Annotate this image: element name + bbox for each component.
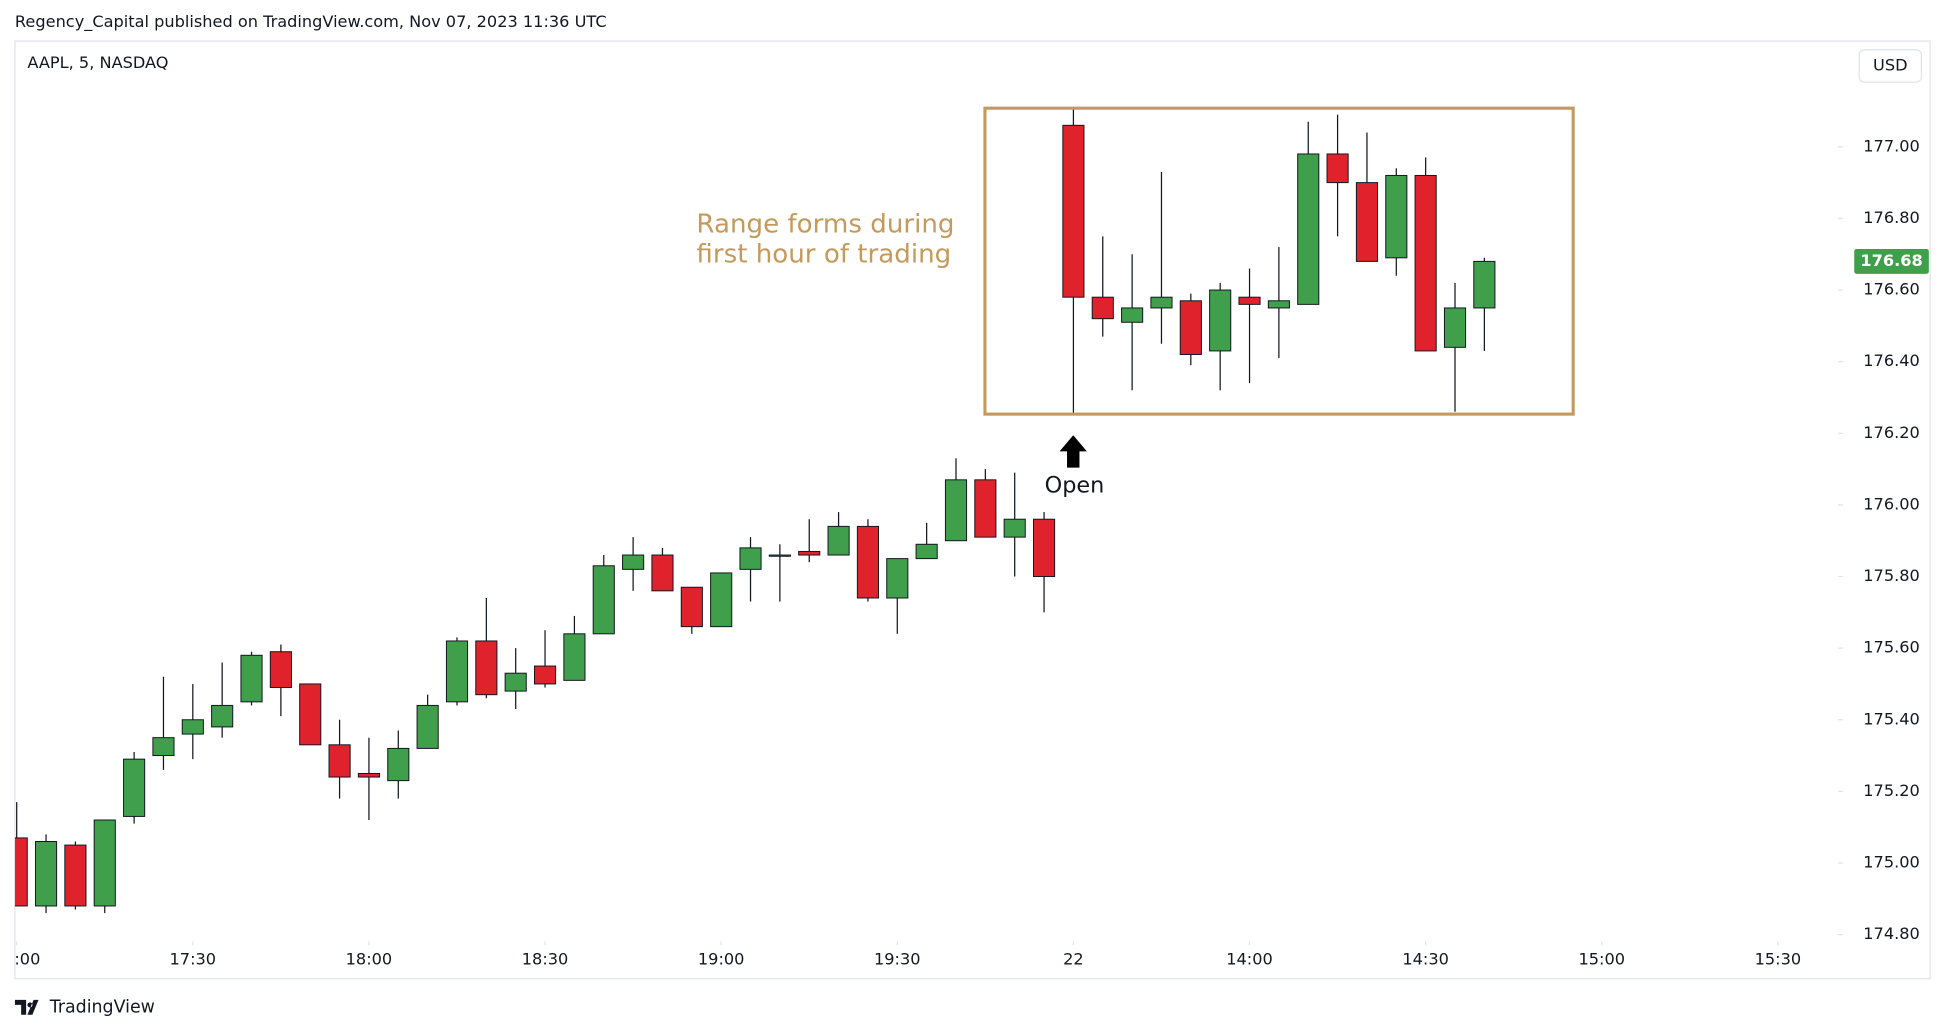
x-tick-label: 14:00: [1226, 950, 1273, 969]
x-tick-label: 19:00: [698, 950, 745, 969]
x-tick-label: 22: [1063, 950, 1084, 969]
candle-body: [1121, 307, 1144, 323]
candle-body: [1267, 300, 1290, 309]
annotation: first hour of trading: [696, 239, 951, 269]
header: Regency_Capital published on TradingView…: [15, 12, 607, 32]
candle-body: [328, 744, 351, 778]
candle-body: [886, 558, 909, 599]
candle-body: [592, 565, 615, 635]
candle-body: [211, 704, 234, 728]
candle-body: [768, 554, 791, 557]
candle-body: [622, 554, 645, 570]
candle-body: [710, 572, 733, 628]
y-tick-label: 175.80: [1863, 566, 1920, 585]
open-label: Open: [1045, 473, 1105, 499]
chart-frame: [14, 40, 1931, 980]
candle-body: [64, 844, 87, 907]
y-tick-label: 174.80: [1863, 924, 1920, 943]
x-tick-label: 15:00: [1578, 950, 1625, 969]
candle-body: [181, 719, 204, 735]
brand: TradingView: [49, 997, 155, 1017]
candle-body: [504, 672, 527, 692]
y-tick-label: 175.60: [1863, 638, 1920, 657]
candle-body: [1297, 153, 1320, 305]
candle-body: [533, 665, 557, 685]
y-tick-label: 176.80: [1863, 208, 1920, 227]
candle-body: [1209, 289, 1232, 352]
currency[interactable]: USD: [1873, 55, 1908, 74]
candle-body: [1385, 174, 1408, 259]
candle-body: [416, 704, 439, 749]
candle-body: [387, 747, 410, 782]
x-tick-label: 18:30: [522, 950, 569, 969]
candle-body: [1032, 518, 1056, 578]
currency-box[interactable]: [1858, 49, 1923, 83]
candle-body: [944, 479, 968, 542]
candle-body: [680, 586, 703, 628]
candle-body: [34, 841, 58, 907]
candle-body: [357, 772, 381, 778]
y-tick-label: 176.40: [1863, 351, 1920, 370]
range-box: [983, 106, 1575, 416]
candle-body: [739, 547, 762, 570]
plot-area: [14, 107, 1496, 914]
candle-body: [14, 837, 28, 907]
y-tick-label: 176.60: [1863, 280, 1920, 299]
symbol: AAPL, 5, NASDAQ: [27, 53, 168, 72]
x-tick-label: 15:30: [1755, 950, 1802, 969]
y-tick-label: 177.00: [1863, 136, 1920, 155]
tv-logo: [14, 999, 39, 1015]
candle-body: [974, 479, 997, 538]
candle-body: [475, 640, 498, 696]
candle-body: [1414, 174, 1437, 352]
x-tick-label: 14:30: [1402, 950, 1449, 969]
candle-body: [1238, 296, 1261, 305]
candle-body: [445, 640, 469, 703]
candle-body: [1150, 296, 1173, 309]
candle-body: [827, 525, 850, 556]
candle-body: [856, 525, 880, 599]
candle-body: [299, 683, 322, 746]
candle-body: [240, 654, 263, 703]
candle-body: [1443, 307, 1467, 348]
last-price-label: 176.68: [1860, 251, 1922, 270]
candle-body: [915, 543, 938, 560]
candle-body: [123, 758, 146, 817]
candle-body: [651, 554, 674, 592]
last-price-box: [1854, 248, 1929, 274]
candle-body: [93, 819, 116, 907]
y-tick-label: 175.40: [1863, 709, 1920, 728]
candle-body: [1179, 300, 1202, 355]
x-tick-label: 17:30: [170, 950, 217, 969]
candle-body: [563, 633, 586, 681]
y-tick-label: 175.00: [1863, 852, 1920, 871]
x-tick-label: 18:00: [346, 950, 393, 969]
candle-body: [798, 550, 821, 556]
y-tick-label: 176.00: [1863, 494, 1920, 513]
candle-body: [1355, 182, 1379, 262]
candle-body: [1003, 518, 1026, 538]
annotation: Range forms during: [696, 210, 954, 240]
candle-body: [269, 651, 292, 689]
x-tick-label: :00: [14, 950, 40, 969]
open-arrow: [1059, 435, 1087, 468]
x-tick-label: 19:30: [874, 950, 921, 969]
candle-body: [1091, 296, 1114, 320]
y-tick-label: 175.20: [1863, 781, 1920, 800]
candle-body: [1473, 260, 1496, 309]
candle-body: [152, 737, 175, 757]
candle-body: [1062, 124, 1085, 298]
candle-body: [1326, 153, 1349, 184]
y-tick-label: 176.20: [1863, 423, 1920, 442]
